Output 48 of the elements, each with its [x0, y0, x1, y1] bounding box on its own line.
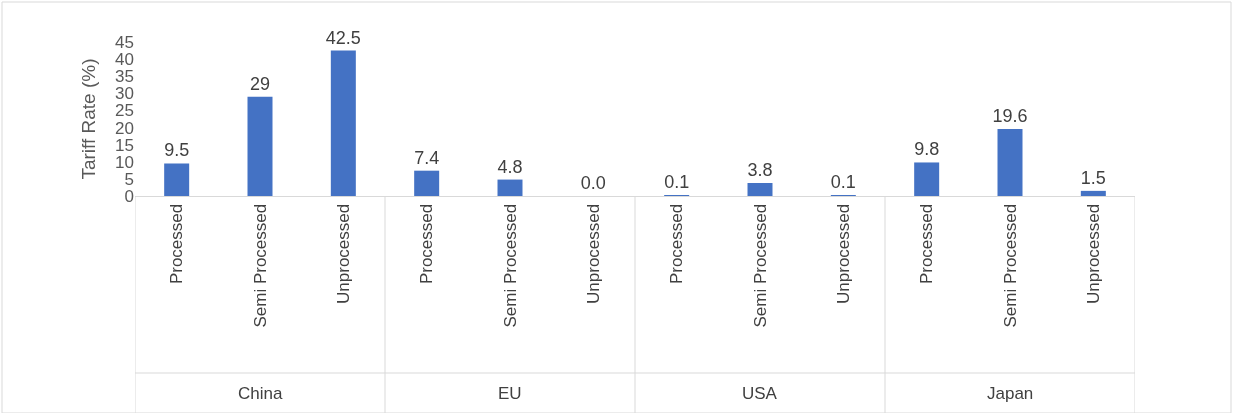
bar — [164, 163, 190, 196]
y-tick-label: 25 — [115, 101, 134, 121]
x-tick-label: Semi Processed — [250, 203, 270, 328]
y-axis-title: Tariff Rate (%) — [77, 58, 99, 180]
y-tick-label: 5 — [124, 169, 134, 189]
y-tick-label: 0 — [124, 186, 134, 206]
data-label: 9.8 — [914, 139, 940, 160]
data-label: 1.5 — [1080, 167, 1106, 188]
y-tick-label: 30 — [115, 84, 134, 104]
x-tick-label: Processed — [417, 203, 437, 285]
bar — [497, 179, 523, 196]
data-label: 19.6 — [992, 105, 1028, 126]
x-tick-label: Processed — [667, 203, 687, 285]
x-tick-label: Processed — [917, 203, 937, 285]
y-tick-label: 35 — [115, 67, 134, 87]
text: Japan — [987, 384, 1034, 403]
text: China — [238, 384, 283, 403]
x-tick-label: Unprocessed — [1083, 203, 1103, 304]
bar — [914, 162, 940, 196]
x-tick-label: Unprocessed — [333, 203, 353, 304]
bar — [1080, 190, 1106, 196]
y-tick-label: 45 — [115, 32, 134, 52]
bar — [997, 128, 1023, 196]
x-tick-label: Unprocessed — [583, 203, 603, 304]
x-tick-label: Semi Processed — [750, 203, 770, 328]
data-label: 0.0 — [580, 173, 606, 193]
bar — [247, 96, 273, 196]
data-label: 9.5 — [164, 140, 190, 161]
bar — [747, 183, 773, 196]
text: USA — [742, 384, 778, 403]
data-label: 42.5 — [325, 27, 361, 48]
text: EU — [498, 384, 522, 403]
data-label: 4.8 — [497, 156, 523, 177]
bar — [330, 50, 356, 196]
data-label: 7.4 — [414, 147, 440, 168]
y-tick-label: 10 — [115, 152, 134, 172]
y-tick-label: 40 — [115, 50, 134, 70]
y-tick-label: 20 — [115, 118, 134, 138]
x-tick-label: Semi Processed — [500, 203, 520, 328]
x-tick-label: Processed — [167, 203, 187, 285]
data-label: 3.8 — [747, 160, 773, 180]
data-label: 29 — [249, 73, 271, 94]
x-tick-label: Semi Processed — [1000, 203, 1020, 328]
y-tick-label: 15 — [115, 135, 134, 155]
bar — [414, 170, 440, 196]
data-label: 0.1 — [830, 172, 856, 192]
x-tick-label: Unprocessed — [833, 203, 853, 304]
data-label: 0.1 — [664, 172, 690, 192]
